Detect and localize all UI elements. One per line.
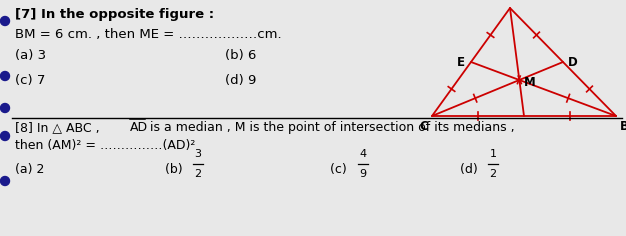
Text: (c) 7: (c) 7 [15,74,45,87]
Text: (a) 2: (a) 2 [15,163,44,176]
Text: (c): (c) [330,163,351,176]
Text: 2: 2 [490,169,496,179]
Text: 2: 2 [195,169,202,179]
Text: AD: AD [130,121,148,134]
Text: A: A [505,0,515,2]
Circle shape [1,131,9,140]
Text: (d): (d) [460,163,482,176]
Circle shape [1,17,9,25]
Circle shape [1,177,9,185]
Circle shape [1,72,9,80]
Text: (d) 9: (d) 9 [225,74,257,87]
Text: C: C [419,120,428,133]
Text: D: D [568,55,578,68]
Text: M: M [525,76,536,88]
Circle shape [1,104,9,113]
Text: (b): (b) [165,163,187,176]
Text: E: E [457,55,465,68]
Text: (b) 6: (b) 6 [225,49,257,62]
Text: [7] In the opposite figure :: [7] In the opposite figure : [15,8,214,21]
Text: then (AM)² = ……………(AD)²: then (AM)² = ……………(AD)² [15,139,195,152]
Text: [8] In △ ABC ,: [8] In △ ABC , [15,121,104,134]
Text: (a) 3: (a) 3 [15,49,46,62]
Text: 3: 3 [195,149,202,159]
Text: 4: 4 [359,149,367,159]
Text: 1: 1 [490,149,496,159]
Text: B: B [620,120,626,133]
Text: BM = 6 cm. , then ME = ………………cm.: BM = 6 cm. , then ME = ………………cm. [15,28,282,41]
Text: 9: 9 [359,169,367,179]
Text: is a median , M is the point of intersection of its medians ,: is a median , M is the point of intersec… [146,121,515,134]
